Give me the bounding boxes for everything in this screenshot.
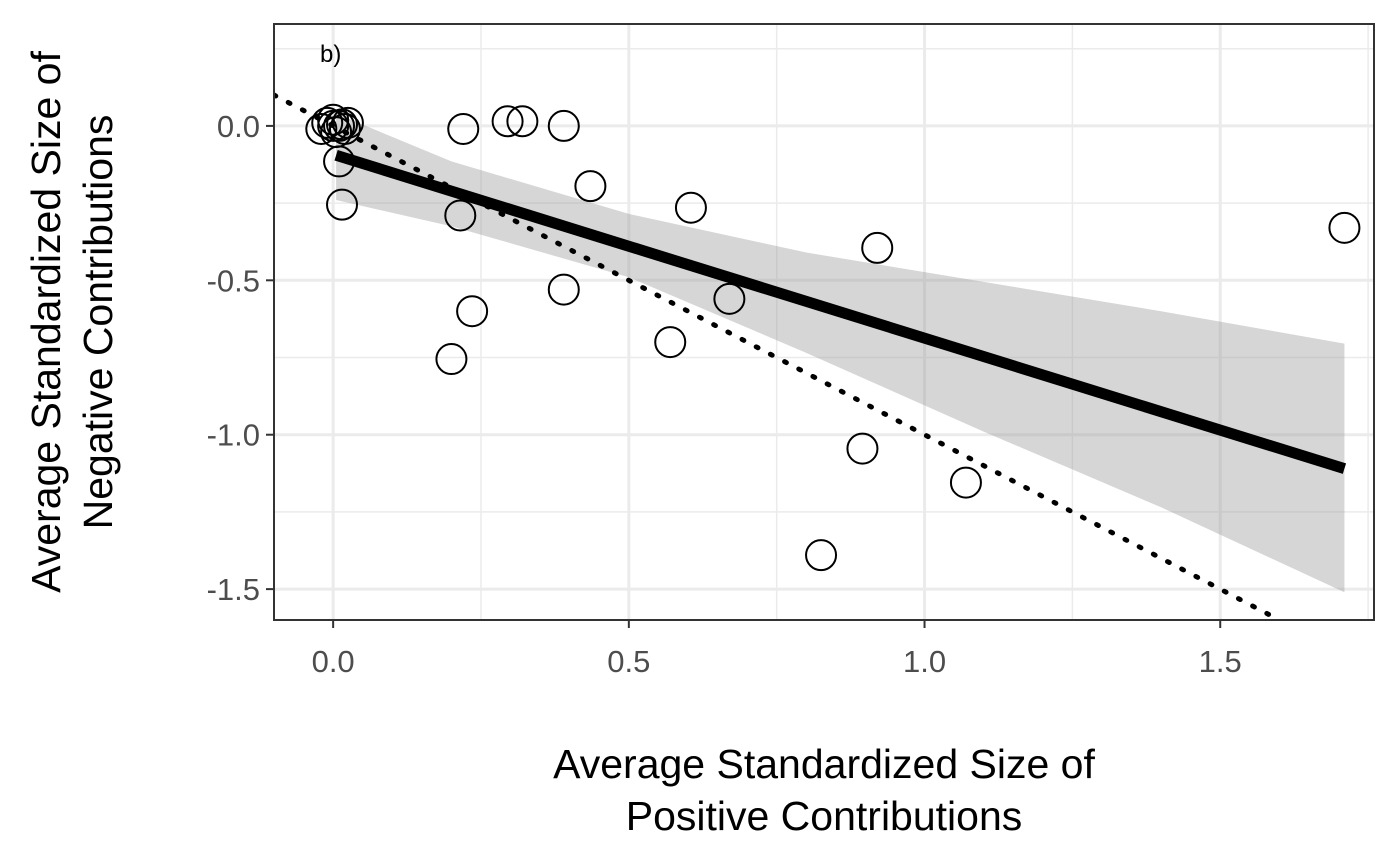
data-point [574, 170, 607, 203]
data-point [317, 103, 350, 136]
data-point [317, 109, 350, 142]
data-point [447, 112, 480, 145]
data-point [328, 112, 361, 145]
data-points [305, 103, 1361, 572]
data-point [506, 105, 539, 138]
data-point [311, 106, 344, 139]
data-point [846, 432, 879, 465]
data-point [547, 109, 580, 142]
data-point [444, 199, 477, 232]
y-axis-title-line-1: Average Standardized Size of [23, 51, 69, 593]
data-point [713, 282, 746, 315]
data-point [456, 295, 489, 328]
y-tick-label: -1.5 [207, 572, 260, 607]
data-point [805, 539, 838, 572]
reference-line-dotted [274, 92, 1282, 620]
x-tick-label: 1.5 [1199, 644, 1242, 679]
regression-fit-line [334, 149, 1347, 474]
data-point [435, 343, 468, 376]
plot-panel-border [273, 23, 1375, 621]
minor-gridlines [274, 24, 1374, 620]
plot-panel-background [274, 24, 1374, 620]
data-point [674, 191, 707, 224]
panel-annotation: b) [320, 41, 341, 68]
data-point [491, 105, 524, 138]
data-point [331, 106, 364, 139]
data-point [1328, 211, 1361, 244]
x-axis-title-line-1: Average Standardized Size of [553, 741, 1095, 787]
data-point [326, 188, 359, 221]
data-point [323, 145, 356, 178]
y-axis-ticks: 0.0 -0.5 -1.0 -1.5 [207, 109, 274, 607]
y-tick-label: -1.0 [207, 418, 260, 453]
data-point [305, 112, 338, 145]
x-axis-title-line-2: Positive Contributions [626, 793, 1023, 839]
y-axis-title-line-2: Negative Contributions [75, 115, 121, 530]
y-tick-label: 0.0 [217, 109, 260, 144]
x-axis-ticks: 0.0 0.5 1.0 1.5 [312, 620, 1242, 679]
data-point [654, 326, 687, 359]
x-tick-label: 0.0 [312, 644, 355, 679]
y-tick-label: -0.5 [207, 263, 260, 298]
x-tick-label: 1.0 [903, 644, 946, 679]
x-tick-label: 0.5 [607, 644, 650, 679]
data-point [949, 466, 982, 499]
data-point [547, 273, 580, 306]
data-point [861, 231, 894, 264]
